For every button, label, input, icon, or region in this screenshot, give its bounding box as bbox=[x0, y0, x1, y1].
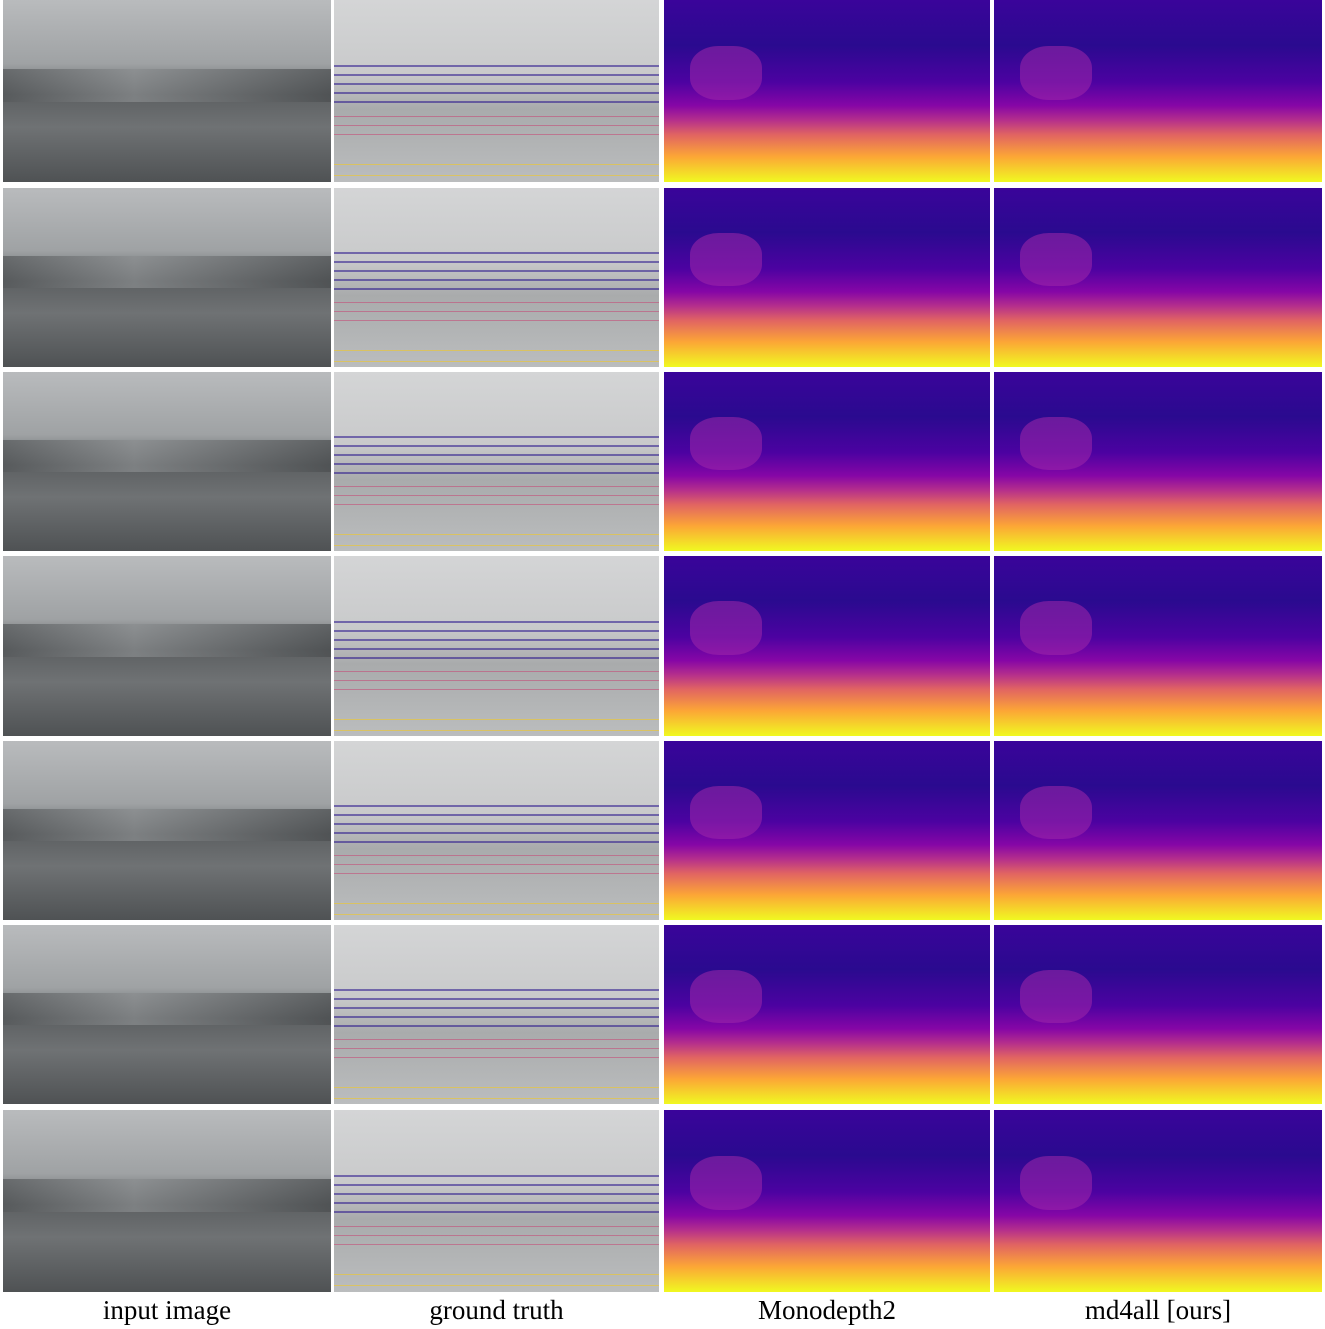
ground-truth-image bbox=[334, 741, 659, 920]
input-image bbox=[3, 188, 331, 367]
depth-map bbox=[664, 1110, 990, 1292]
depth-map bbox=[664, 925, 990, 1104]
depth-map bbox=[664, 188, 990, 367]
depth-map bbox=[664, 372, 990, 551]
input-image bbox=[3, 372, 331, 551]
ground-truth-image bbox=[334, 925, 659, 1104]
input-image bbox=[3, 925, 331, 1104]
depth-map bbox=[994, 556, 1322, 736]
input-image bbox=[3, 0, 331, 182]
depth-map bbox=[994, 372, 1322, 551]
input-image bbox=[3, 741, 331, 920]
depth-map bbox=[664, 0, 990, 182]
input-image bbox=[3, 1110, 331, 1292]
column-label: input image bbox=[3, 1293, 331, 1327]
page: input image ground truth Monodepth2 md4a… bbox=[0, 0, 1325, 1329]
column-label: Monodepth2 bbox=[664, 1293, 990, 1327]
column-label: md4all [ours] bbox=[994, 1293, 1322, 1327]
depth-map bbox=[994, 1110, 1322, 1292]
depth-map bbox=[994, 925, 1322, 1104]
depth-map bbox=[664, 741, 990, 920]
depth-map bbox=[994, 741, 1322, 920]
depth-map bbox=[664, 556, 990, 736]
ground-truth-image bbox=[334, 1110, 659, 1292]
depth-map bbox=[994, 0, 1322, 182]
ground-truth-image bbox=[334, 188, 659, 367]
ground-truth-image bbox=[334, 556, 659, 736]
input-image bbox=[3, 556, 331, 736]
depth-map bbox=[994, 188, 1322, 367]
column-label: ground truth bbox=[334, 1293, 659, 1327]
figure-grid bbox=[3, 0, 1323, 1293]
ground-truth-image bbox=[334, 372, 659, 551]
ground-truth-image bbox=[334, 0, 659, 182]
